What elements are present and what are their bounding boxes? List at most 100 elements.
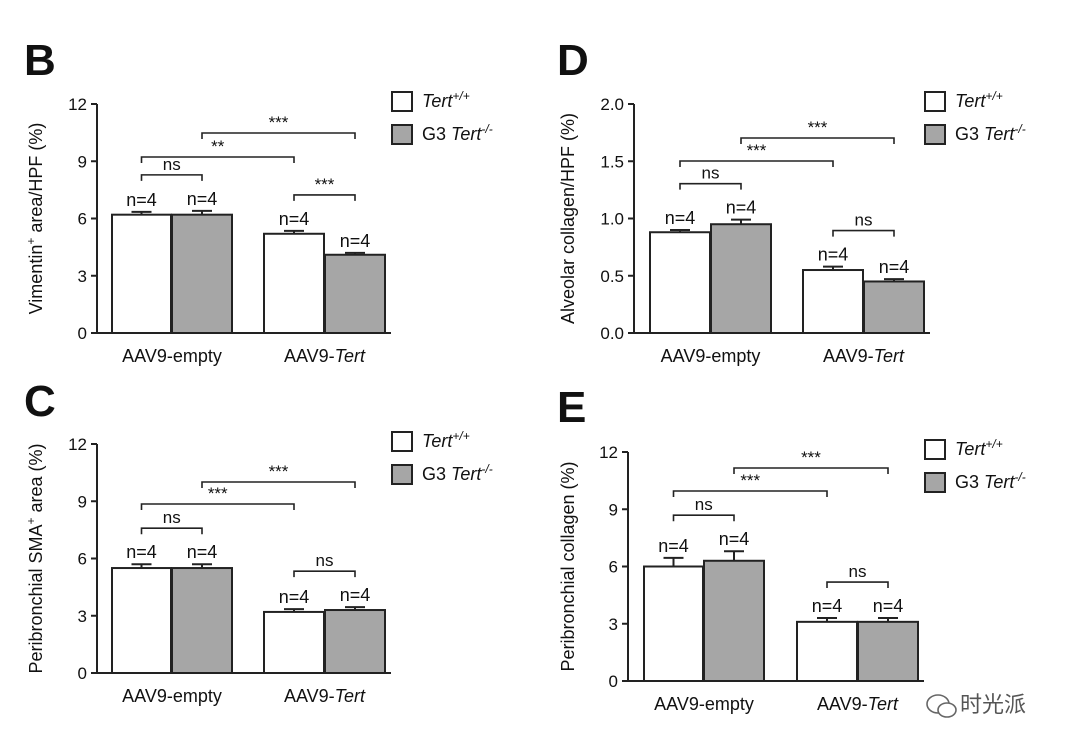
legend-label-prefix: G3 <box>955 472 984 492</box>
category-label-italic: Tert <box>874 346 905 366</box>
n-label: n=4 <box>340 231 371 251</box>
y-tick-label: 0.5 <box>600 267 624 286</box>
legend-swatch <box>391 431 413 452</box>
significance-label: ns <box>855 211 873 230</box>
n-label: n=4 <box>665 208 696 228</box>
legend-label: Tert+/+ <box>422 89 470 111</box>
legend-label: G3 Tert-/- <box>955 470 1026 492</box>
legend-label-prefix: G3 <box>422 464 451 484</box>
y-axis-label: Peribronchial SMA+ area (%) <box>24 443 46 673</box>
y-tick-label: 6 <box>609 558 618 577</box>
y-tick-label: 9 <box>609 500 618 519</box>
bar <box>857 620 919 683</box>
category-label-main: AAV9- <box>817 694 868 714</box>
bar <box>111 213 172 334</box>
category-label-italic: Tert <box>335 346 366 366</box>
significance-bracket <box>293 570 356 578</box>
n-label: n=4 <box>812 596 843 616</box>
legend-label-sup: +/+ <box>985 437 1002 451</box>
panel-letter: B <box>24 36 56 85</box>
bar <box>324 253 386 334</box>
bar <box>703 559 765 683</box>
panel-letter: D <box>557 36 589 85</box>
legend-label-sup: -/- <box>1014 122 1025 136</box>
legend-swatch <box>924 124 946 145</box>
bar <box>802 269 864 334</box>
legend-label-main: Tert <box>451 124 482 144</box>
y-axis-label-rest: area/HPF (%) <box>26 123 46 238</box>
category-label-italic: Tert <box>335 686 366 706</box>
panel-D: D 0.0 0.5 1.0 1.5 2.0 Alveolar collagen/HPF (%… <box>557 36 1026 366</box>
category-label: AAV9-Tert <box>284 346 366 366</box>
y-axis-label: Vimentin+ area/HPF (%) <box>24 123 46 315</box>
bar <box>263 232 325 334</box>
bar <box>863 280 925 335</box>
category-label-italic: Tert <box>868 694 899 714</box>
watermark-text: 时光派 <box>960 693 1026 718</box>
y-tick-label: 1.5 <box>600 152 624 171</box>
legend-label-sup: +/+ <box>452 89 469 103</box>
y-tick-label: 3 <box>78 607 87 626</box>
legend-label: Tert+/+ <box>955 89 1003 111</box>
y-axis-label-main: Peribronchial SMA <box>26 524 46 673</box>
y-tick-label: 6 <box>78 550 87 569</box>
significance-label: ns <box>163 155 181 174</box>
category-label: AAV9-empty <box>122 686 222 706</box>
significance-bracket <box>740 137 895 144</box>
bar <box>111 567 172 675</box>
y-axis-label: Peribronchial collagen (%) <box>558 461 578 671</box>
legend-label: G3 Tert-/- <box>955 122 1026 144</box>
significance-label: *** <box>315 175 335 194</box>
category-label: AAV9-empty <box>661 346 761 366</box>
category-label: AAV9-Tert <box>817 694 899 714</box>
significance-bracket <box>293 194 356 201</box>
legend-label: Tert+/+ <box>955 437 1003 459</box>
legend-label-sup: +/+ <box>452 429 469 443</box>
y-axis-label-rest: area (%) <box>26 443 46 517</box>
n-label: n=4 <box>719 529 750 549</box>
legend-label-main: Tert <box>984 472 1015 492</box>
category-label: AAV9-empty <box>654 694 754 714</box>
significance-label: *** <box>269 462 289 481</box>
category-label-main: AAV9- <box>823 346 874 366</box>
legend-label-sup: -/- <box>481 122 492 136</box>
significance-bracket <box>832 229 895 237</box>
bar <box>171 567 233 675</box>
n-label: n=4 <box>187 542 218 562</box>
y-tick-label: 9 <box>78 152 87 171</box>
bar <box>324 609 386 675</box>
significance-bracket <box>140 503 295 510</box>
significance-label: *** <box>269 113 289 132</box>
legend-label-prefix: G3 <box>422 124 451 144</box>
y-tick-label: 9 <box>78 492 87 511</box>
significance-label: *** <box>208 484 228 503</box>
y-tick-label: 12 <box>599 443 618 462</box>
significance-bracket <box>672 514 735 522</box>
y-tick-label: 3 <box>609 615 618 634</box>
y-axis-label-main: Alveolar collagen/HPF (%) <box>558 113 578 324</box>
panel-E: E 0 3 6 9 12 Peribronchial collagen (%) n=4 n=4 n… <box>557 383 1026 714</box>
legend-swatch <box>391 91 413 112</box>
legend-swatch <box>391 464 413 485</box>
y-tick-label: 12 <box>68 435 87 454</box>
y-axis-label-main: Peribronchial collagen (%) <box>558 461 578 671</box>
significance-label: ns <box>702 164 720 183</box>
panel-B: B 0 3 6 9 12 Vimentin+ area/HPF (%) n=4 n=4 n=4 n=… <box>24 36 493 366</box>
y-tick-label: 3 <box>78 267 87 286</box>
category-label-main: AAV9- <box>284 686 335 706</box>
legend-label-main: Tert <box>955 439 986 459</box>
wechat-icon <box>926 694 957 718</box>
significance-label: ns <box>849 562 867 581</box>
category-label-main: AAV9-empty <box>122 346 222 366</box>
significance-label: ns <box>316 551 334 570</box>
y-tick-label: 1.0 <box>600 210 624 229</box>
y-axis-label: Alveolar collagen/HPF (%) <box>558 113 578 324</box>
y-tick-label: 6 <box>78 210 87 229</box>
y-axis-label-sup: + <box>24 238 38 245</box>
bar <box>643 565 704 682</box>
y-tick-label: 12 <box>68 95 87 114</box>
legend-label-prefix: G3 <box>955 124 984 144</box>
significance-bracket <box>140 527 203 535</box>
y-axis-label-sup: + <box>24 517 38 524</box>
category-label-main: AAV9-empty <box>654 694 754 714</box>
